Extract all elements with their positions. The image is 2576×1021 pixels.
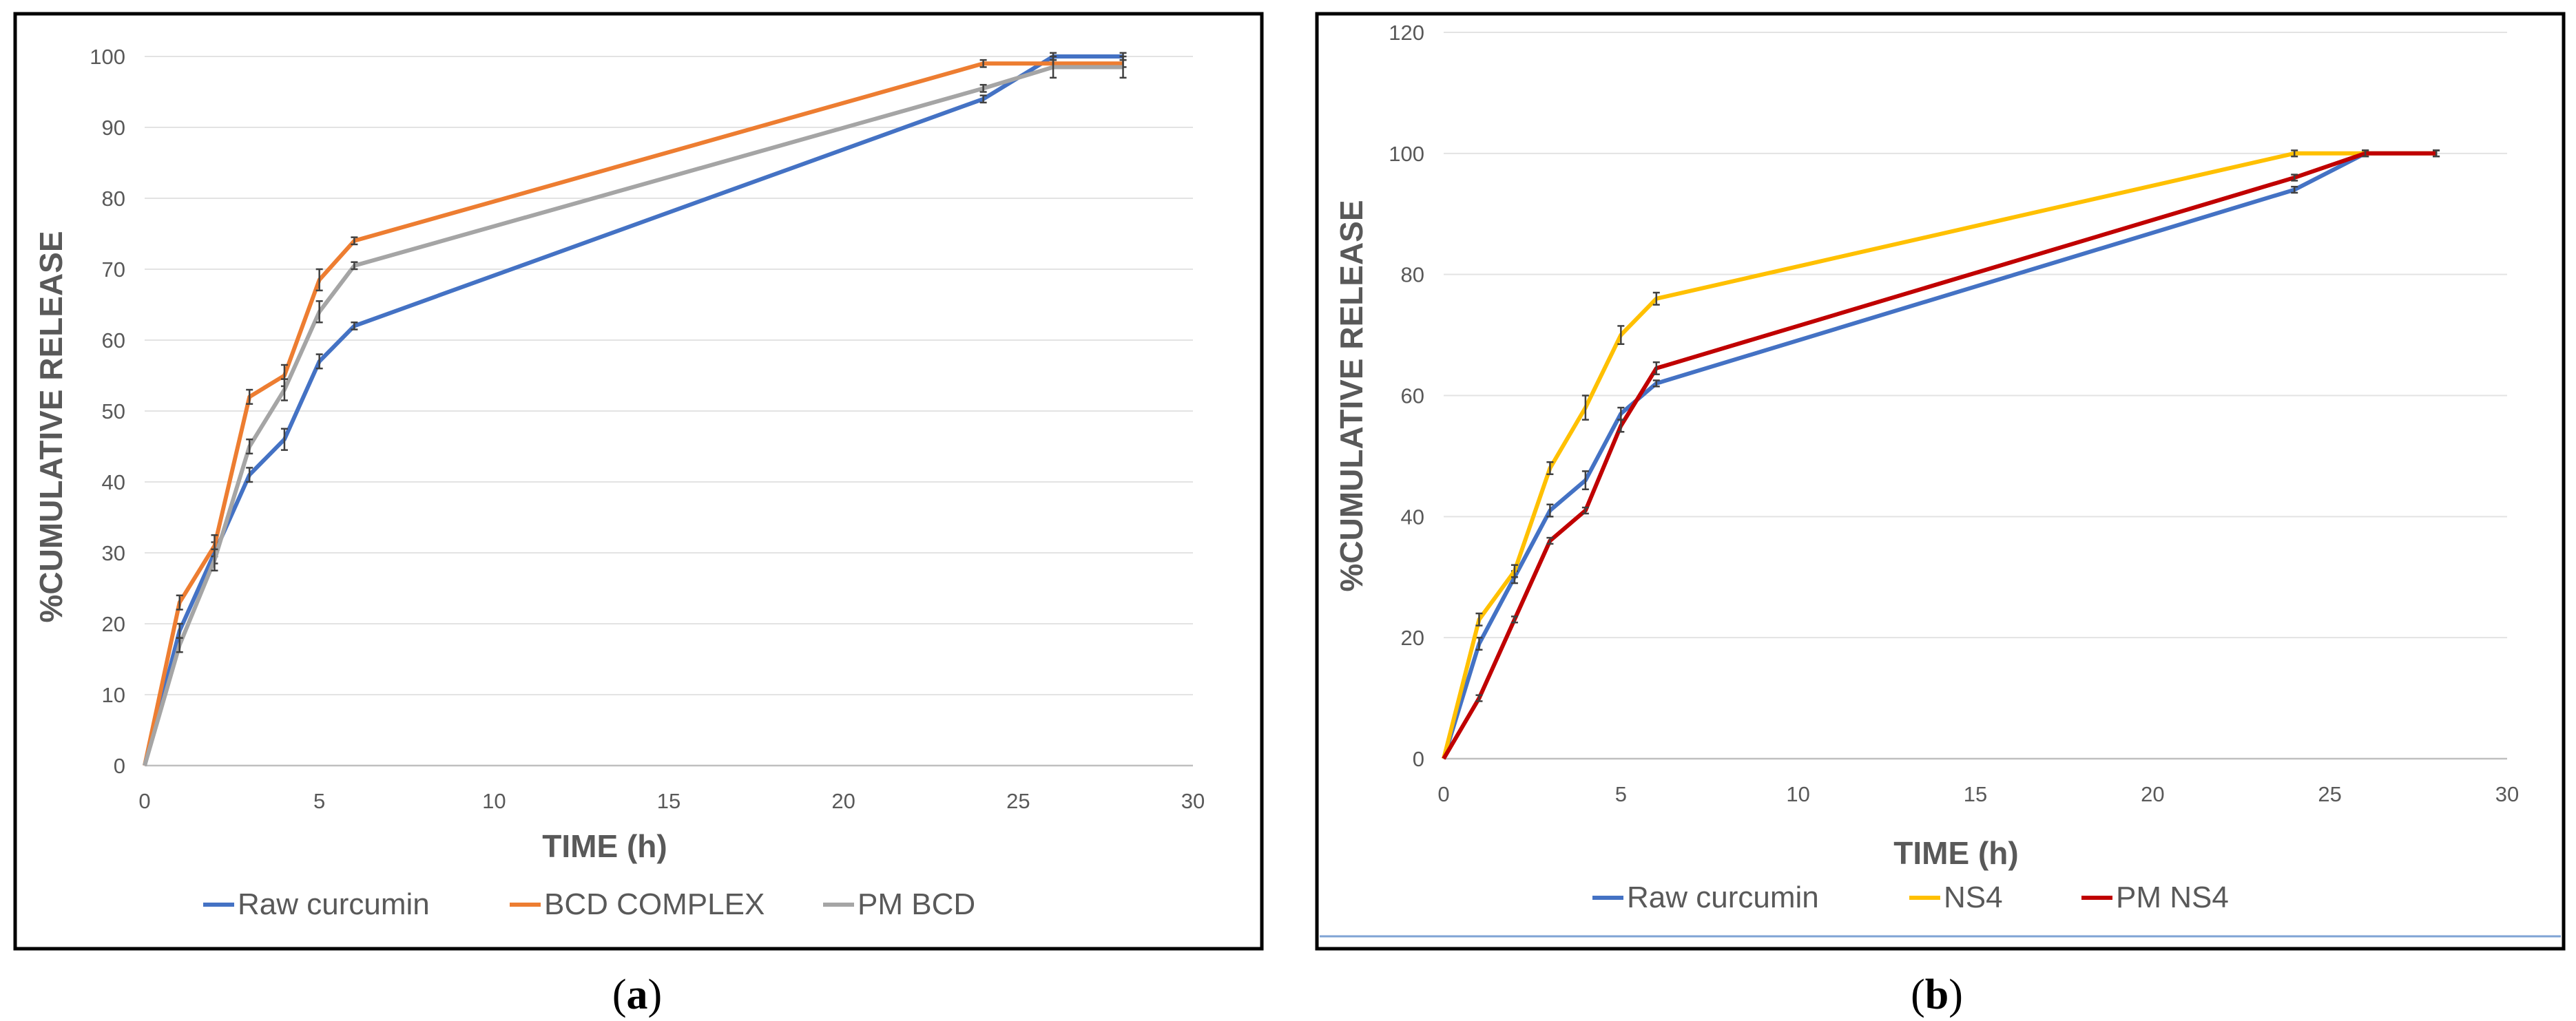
x-tick-label: 5 [1615,782,1627,806]
panel-b-legend: Raw curcumin NS4 PM NS4 [1592,881,2229,914]
panel-a-caption-letter: a [627,971,648,1018]
legend-label: BCD COMPLEX [544,887,765,921]
panel-b-x-axis-title: TIME (h) [1893,835,2018,871]
legend-label: PM BCD [858,887,975,921]
x-tick-label: 25 [2318,782,2341,806]
y-tick-label: 10 [102,683,125,707]
x-tick-label: 0 [138,789,150,813]
y-tick-label: 60 [1401,384,1424,408]
svg-text:(a): (a) [612,971,662,1018]
y-tick-label: 120 [1389,21,1424,45]
x-tick-label: 10 [482,789,506,813]
legend-item: BCD COMPLEX [510,887,765,921]
series-ns4 [1442,149,2440,759]
x-tick-label: 5 [313,789,325,813]
x-tick-label: 10 [1786,782,1809,806]
y-tick-label: 40 [1401,505,1424,529]
y-tick-label: 100 [1389,142,1424,166]
series-pm-ns4 [1442,149,2440,760]
x-tick-label: 15 [657,789,681,813]
panel-a-series [143,52,1127,766]
panel-b-caption-letter: b [1925,971,1949,1018]
x-tick-label: 25 [1006,789,1030,813]
panel-a-y-axis-title: %CUMULATIVE RELEASE [33,231,69,622]
legend-item: NS4 [1909,881,2003,914]
y-tick-label: 70 [102,257,125,282]
chart-panel-a: 0 10 20 30 40 50 60 70 80 90 100 0 5 10 15 20 25 30 TIME… [13,12,1264,951]
panel-a-gridlines [145,56,1193,767]
y-tick-label: 40 [102,470,125,494]
x-tick-label: 20 [2141,782,2164,806]
series-line [143,61,1123,766]
x-tick-label: 30 [1181,789,1205,813]
panel-b-series [1442,149,2440,760]
series-line [1442,151,2437,760]
legend-label: Raw curcumin [238,887,430,921]
series-line [143,65,1123,766]
panel-a-x-tick-labels: 0 5 10 15 20 25 30 [138,789,1205,813]
y-tick-label: 50 [102,399,125,423]
y-tick-label: 60 [102,328,125,352]
panel-a-caption: (a) [612,971,662,1018]
series-line [1442,151,2437,759]
panel-b-y-axis-title: %CUMULATIVE RELEASE [1333,200,1369,591]
x-tick-label: 30 [2495,782,2519,806]
y-tick-label: 80 [102,187,125,211]
legend-item: PM BCD [823,887,975,921]
panel-a-legend: Raw curcumin BCD COMPLEX PM BCD [203,887,975,921]
y-tick-label: 0 [1413,747,1424,771]
y-tick-label: 20 [102,612,125,636]
legend-label: PM NS4 [2116,881,2229,914]
panel-b-y-tick-labels: 0 20 40 60 80 100 120 [1389,21,1424,771]
y-tick-label: 80 [1401,263,1424,287]
series-line [1442,151,2437,759]
legend-item: Raw curcumin [203,887,430,921]
y-tick-label: 20 [1401,626,1424,650]
legend-label: NS4 [1944,881,2003,914]
panel-a-x-axis-title: TIME (h) [542,828,667,864]
panel-b-x-tick-labels: 0 5 10 15 20 25 30 [1437,782,2519,806]
panel-b-frame [1315,12,2566,951]
panel-b-caption: (b) [1911,971,1963,1018]
legend-label: Raw curcumin [1627,881,1819,914]
legend-item: Raw curcumin [1592,881,1819,914]
chart-panel-b: 0 20 40 60 80 100 120 0 5 10 15 20 25 30 TIME (h) %C… [1315,12,2566,951]
x-tick-label: 0 [1437,782,1449,806]
series-pm-bcd [143,55,1127,766]
legend-item: PM NS4 [2081,881,2229,914]
svg-text:(b): (b) [1911,971,1963,1018]
y-tick-label: 30 [102,541,125,565]
y-tick-label: 100 [90,45,125,69]
y-tick-label: 0 [114,754,125,778]
panel-a-y-tick-labels: 0 10 20 30 40 50 60 70 80 90 100 [90,45,125,778]
x-tick-label: 20 [831,789,855,813]
y-tick-label: 90 [102,116,125,140]
x-tick-label: 15 [1964,782,1987,806]
